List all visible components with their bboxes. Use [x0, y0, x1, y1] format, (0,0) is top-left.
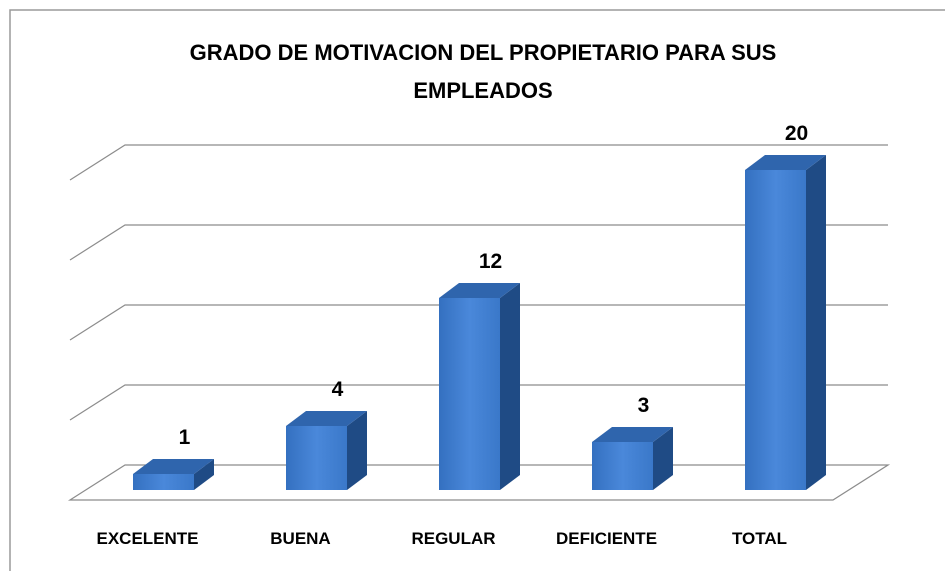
data-label: 1	[179, 426, 191, 449]
bar-front	[592, 442, 653, 490]
bar-top	[133, 459, 214, 474]
bar-front	[286, 426, 347, 490]
bar-side	[653, 427, 673, 490]
grid-line	[69, 144, 888, 181]
bar-side	[500, 283, 520, 490]
x-tick-label: BUENA	[270, 529, 330, 548]
x-tick-label: TOTAL	[732, 529, 787, 548]
bar-front	[133, 474, 194, 490]
bar	[592, 427, 673, 490]
chart-title: GRADO DE MOTIVACION DEL PROPIETARIO PARA…	[189, 40, 777, 103]
x-tick-label: DEFICIENTE	[556, 529, 657, 548]
x-tick-label: REGULAR	[411, 529, 495, 548]
bar-front	[745, 170, 806, 490]
data-label: 12	[479, 250, 502, 273]
data-label: 3	[638, 394, 650, 417]
chart-border	[9, 9, 945, 571]
bar-side	[347, 411, 367, 490]
x-tick-label: EXCELENTE	[96, 529, 198, 548]
grid-line	[69, 224, 888, 261]
data-label: 20	[785, 122, 808, 145]
grid-line	[69, 384, 888, 421]
bar	[439, 283, 520, 490]
bar	[286, 411, 367, 490]
bar-top	[592, 427, 673, 442]
bar-top	[745, 155, 826, 170]
bar-side	[194, 459, 214, 490]
data-label: 4	[332, 378, 344, 401]
bar-front	[439, 298, 500, 490]
bar	[745, 155, 826, 490]
bar-top	[439, 283, 520, 298]
bar-top	[286, 411, 367, 426]
bar-side	[806, 155, 826, 490]
bar	[133, 459, 214, 490]
grid-line	[69, 304, 888, 341]
